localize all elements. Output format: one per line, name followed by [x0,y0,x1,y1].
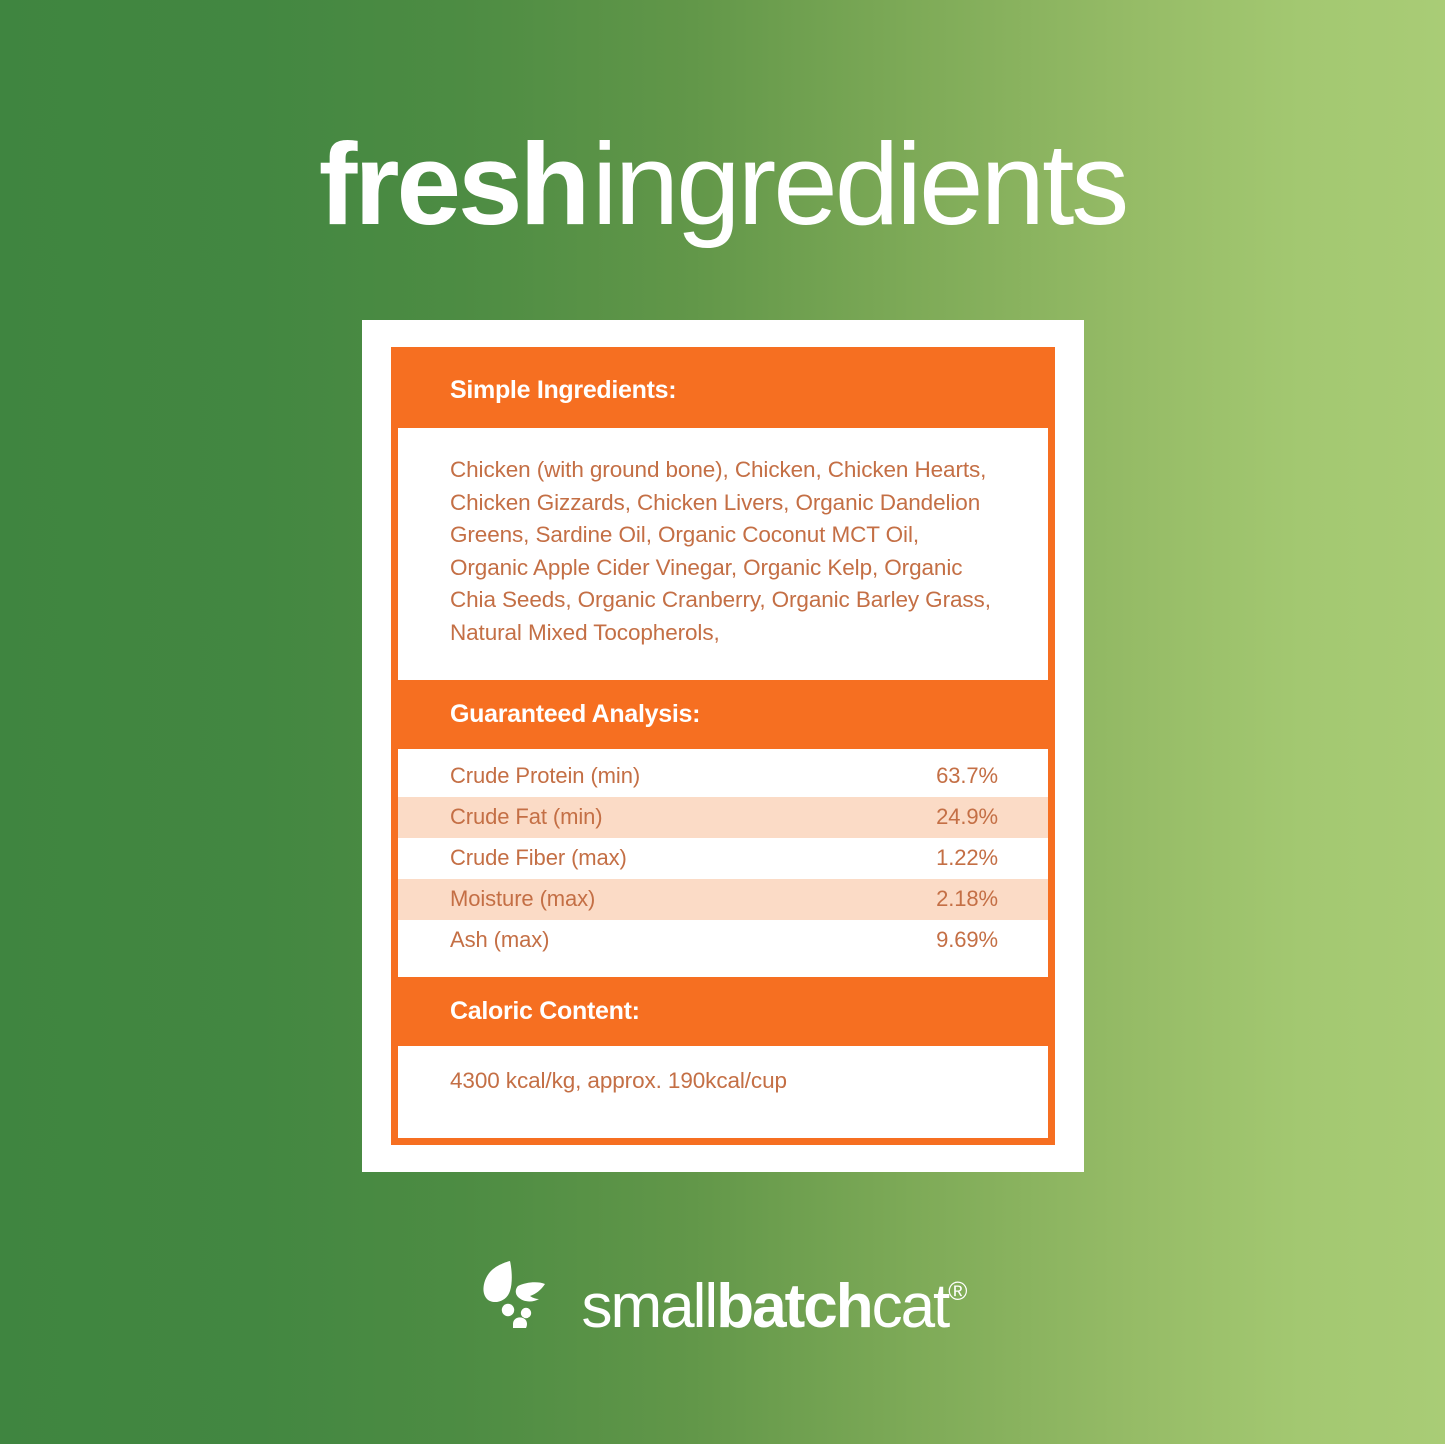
nutrition-card: Simple Ingredients: Chicken (with ground… [362,320,1084,1172]
guaranteed-analysis-table: Crude Protein (min) 63.7% Crude Fat (min… [398,748,1048,977]
table-top-spacer [398,748,1048,756]
ingredients-body: Chicken (with ground bone), Chicken, Chi… [398,428,1048,680]
brand-part-small: small [581,1272,719,1341]
brand-wordmark: smallbatchcat® [582,1276,968,1338]
row-label: Moisture (max) [450,886,596,912]
table-bottom-spacer [398,960,1048,977]
page-title-strong: fresh [318,119,591,249]
row-value: 1.22% [936,845,998,871]
ingredients-text: Chicken (with ground bone), Chicken, Chi… [450,457,991,645]
caloric-content-text: 4300 kcal/kg, approx. 190kcal/cup [398,1045,1048,1118]
leaf-and-paw-icon [480,1258,576,1336]
table-row: Crude Fat (min) 24.9% [398,796,1048,838]
nutrition-panel: Simple Ingredients: Chicken (with ground… [391,347,1055,1145]
table-row: Crude Fiber (max) 1.22% [398,838,1048,879]
page-title-light: ingredients [591,119,1129,249]
row-value: 2.18% [936,886,998,912]
row-label: Crude Protein (min) [450,763,641,789]
brand-part-batch: batch [716,1272,873,1341]
registered-trademark-icon: ® [948,1276,967,1306]
section-header-simple-ingredients: Simple Ingredients: [398,354,1048,428]
table-row: Moisture (max) 2.18% [398,878,1048,920]
row-label: Ash (max) [450,927,550,953]
row-label: Crude Fat (min) [450,804,603,830]
row-value: 9.69% [936,927,998,953]
brand-logo: smallbatchcat® [0,1258,1445,1338]
brand-part-cat: cat [871,1272,951,1341]
row-label: Crude Fiber (max) [450,845,627,871]
section-header-caloric-content: Caloric Content: [398,976,1048,1046]
table-row: Ash (max) 9.69% [398,920,1048,961]
table-row: Crude Protein (min) 63.7% [398,756,1048,797]
section-header-guaranteed-analysis: Guaranteed Analysis: [398,679,1048,749]
row-value: 24.9% [936,804,998,830]
page-title: fresh ingredients [0,126,1445,242]
row-value: 63.7% [936,763,998,789]
